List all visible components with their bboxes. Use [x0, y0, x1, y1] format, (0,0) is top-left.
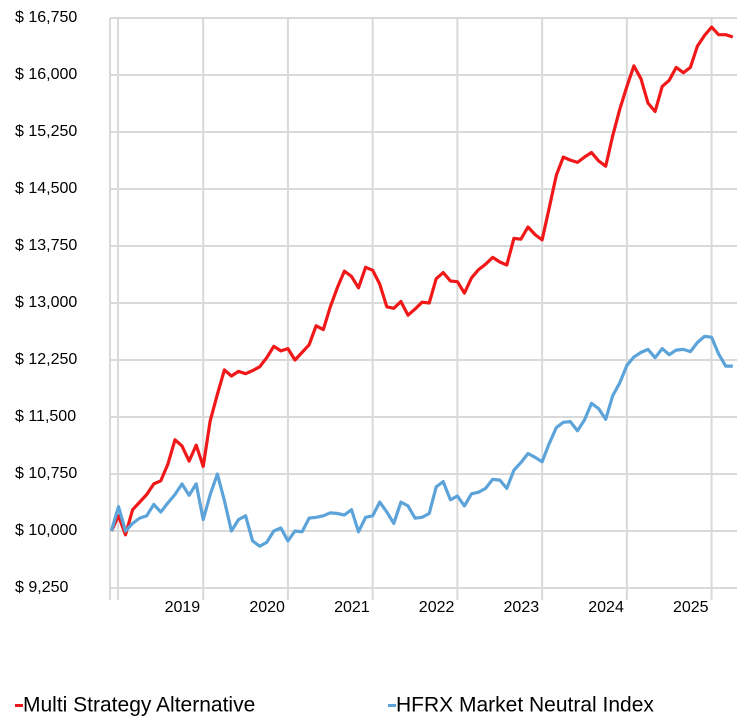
x-tick-label: 2022 — [419, 599, 455, 616]
y-tick-label: $ 13,750 — [15, 237, 77, 254]
y-tick-label: $ 12,250 — [15, 351, 77, 368]
x-tick-label: 2019 — [165, 599, 201, 616]
y-tick-label: $ 16,750 — [15, 9, 77, 26]
y-tick-label: $ 14,500 — [15, 180, 77, 197]
y-tick-label: $ 15,250 — [15, 123, 77, 140]
legend-text: HFRX Market Neutral Index — [396, 694, 654, 717]
y-tick-label: $ 11,500 — [15, 408, 76, 425]
y-tick-label: $ 9,250 — [15, 579, 68, 596]
x-tick-label: 2025 — [673, 599, 709, 616]
series-line — [109, 334, 733, 548]
y-tick-label: $ 13,000 — [15, 294, 77, 311]
y-tick-label: $ 16,000 — [15, 66, 77, 83]
x-tick-label: 2021 — [334, 599, 370, 616]
legend-swatch — [15, 704, 23, 707]
x-tick-label: 2023 — [504, 599, 540, 616]
legend-text: Multi Strategy Alternative — [23, 694, 255, 717]
x-tick-label: 2020 — [249, 599, 285, 616]
series-line — [109, 25, 734, 537]
legend-swatch — [388, 704, 396, 707]
x-tick-label: 2024 — [588, 599, 624, 616]
y-tick-label: $ 10,750 — [15, 465, 77, 482]
y-tick-label: $ 10,000 — [15, 522, 77, 539]
